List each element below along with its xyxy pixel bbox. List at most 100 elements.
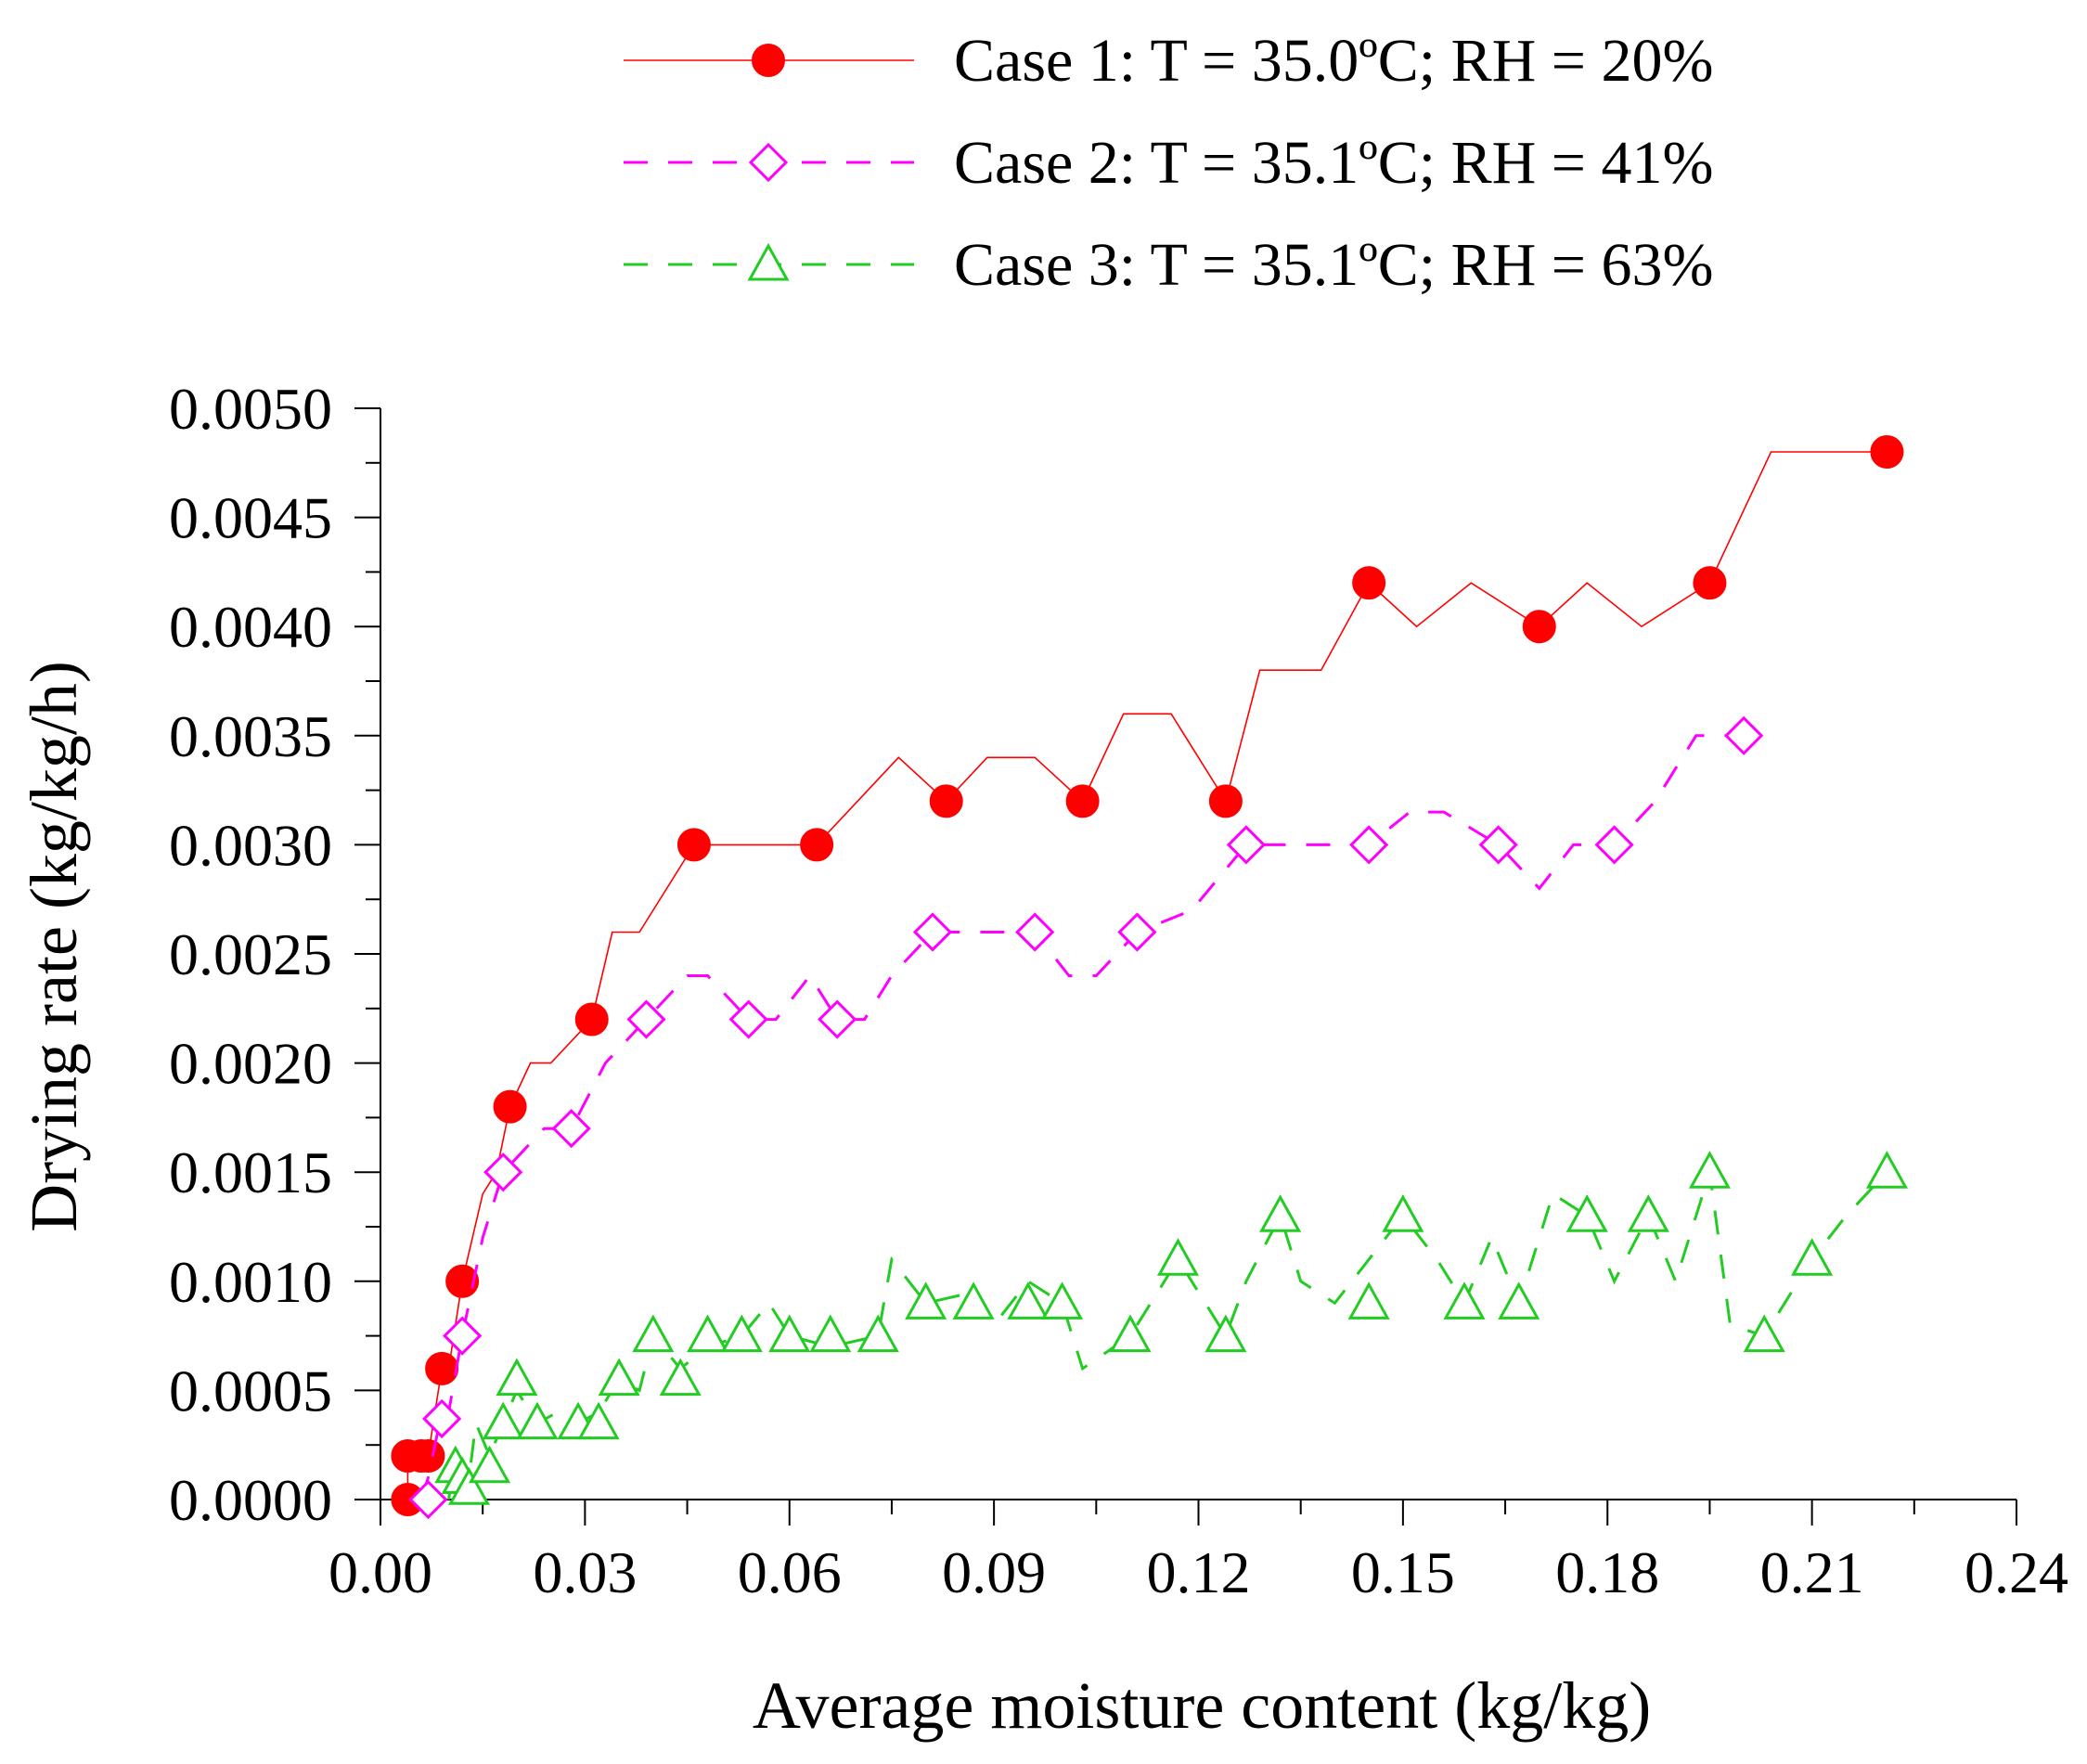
y-tick-label: 0.0045 [169, 485, 332, 551]
legend-label: Case 1: T = 35.0ºC; RH = 20% [954, 27, 1714, 95]
legend-marker [747, 242, 790, 281]
series-line [419, 734, 1745, 1500]
data-point-triangle [720, 1314, 763, 1353]
data-point-triangle [1565, 1194, 1608, 1232]
data-point-diamond [1117, 912, 1157, 952]
legend-entry-3: Case 3: T = 35.1ºC; RH = 63% [624, 231, 1714, 299]
x-tick-label: 0.12 [1147, 1539, 1251, 1605]
data-point-triangle [1743, 1314, 1785, 1353]
data-point-diamond [1226, 825, 1267, 865]
y-tick-label: 0.0020 [169, 1031, 332, 1097]
data-point-diamond [1015, 912, 1055, 952]
data-point-triangle [1498, 1281, 1540, 1320]
data-point-triangle [516, 1401, 559, 1440]
data-point-triangle [447, 1467, 491, 1505]
data-point-triangle [659, 1358, 702, 1397]
data-point-triangle [952, 1281, 995, 1320]
data-point-triangle [632, 1314, 675, 1353]
data-point-triangle [809, 1314, 852, 1353]
legend-marker [748, 142, 789, 183]
data-point-diamond [912, 912, 953, 952]
y-tick-label: 0.0050 [169, 376, 332, 442]
y-tick-label: 0.0010 [169, 1249, 332, 1315]
x-tick-label: 0.09 [942, 1539, 1046, 1605]
data-point-triangle [598, 1358, 640, 1397]
data-point-diamond [818, 999, 857, 1039]
data-point-triangle [468, 1445, 511, 1484]
x-tick-label: 0.24 [1965, 1539, 2068, 1605]
legend-label: Case 3: T = 35.1ºC; RH = 63% [954, 231, 1714, 299]
y-axis-label: Drying rate (kg/kg/h) [17, 661, 91, 1232]
legend: Case 1: T = 35.0ºC; RH = 20% Case 2: T = … [624, 27, 1714, 299]
legend-entry-2: Case 2: T = 35.1ºC; RH = 41% [624, 129, 1714, 197]
data-point-triangle [687, 1314, 729, 1353]
y-tick-label: 0.0030 [169, 812, 332, 878]
data-point-circle [411, 1438, 445, 1473]
data-point-triangle [857, 1314, 899, 1353]
x-tick-label: 0.15 [1351, 1539, 1455, 1605]
data-point-diamond [551, 1109, 591, 1149]
x-tick-label: 0.06 [738, 1539, 842, 1605]
data-point-triangle [905, 1281, 947, 1320]
x-tick-label: 0.18 [1555, 1539, 1659, 1605]
data-point-circle [425, 1351, 459, 1385]
data-point-triangle [496, 1358, 538, 1397]
data-point-diamond [408, 1479, 448, 1520]
data-point-diamond [443, 1316, 483, 1356]
data-point-circle [800, 828, 834, 862]
data-point-triangle [1007, 1281, 1050, 1320]
data-point-circle [1208, 784, 1243, 818]
data-point-diamond [1594, 825, 1634, 865]
data-point-circle [929, 784, 963, 818]
y-tick-label: 0.0000 [169, 1467, 332, 1533]
data-point-diamond [1724, 715, 1764, 755]
x-axis-label: Average moisture content (kg/kg) [753, 1668, 1651, 1743]
data-point-triangle [1109, 1314, 1152, 1353]
data-point-triangle [1259, 1194, 1302, 1232]
y-tick-label: 0.0040 [169, 594, 332, 660]
data-point-triangle [1791, 1238, 1834, 1276]
legend-label: Case 2: T = 35.1ºC; RH = 41% [954, 129, 1714, 197]
y-tick-label: 0.0025 [169, 921, 332, 987]
series-line [406, 451, 1887, 1500]
x-tick-label: 0.21 [1760, 1539, 1864, 1605]
data-point-triangle [1627, 1194, 1669, 1232]
x-tick-label: 0.03 [533, 1539, 637, 1605]
data-point-triangle [1443, 1281, 1486, 1320]
data-point-triangle [1205, 1314, 1247, 1353]
y-tick-label: 0.0005 [169, 1358, 332, 1423]
data-point-circle [1522, 610, 1556, 644]
data-point-triangle [577, 1401, 620, 1440]
series-3 [434, 1151, 1908, 1505]
data-point-diamond [1349, 825, 1389, 865]
series-1 [391, 435, 1904, 1516]
data-point-diamond [626, 999, 666, 1039]
data-point-triangle [1382, 1194, 1424, 1232]
data-point-triangle [1347, 1281, 1390, 1320]
data-point-diamond [1478, 825, 1518, 865]
data-point-circle [1065, 784, 1100, 818]
y-tick-label: 0.0035 [169, 703, 332, 769]
data-point-circle [574, 1002, 609, 1037]
axes: 0.0000 0.0005 0.0010 0.0015 0.0020 0.0025 0.00… [169, 376, 2068, 1605]
x-tick-label: 0.00 [329, 1539, 432, 1605]
data-point-circle [1352, 566, 1386, 600]
data-point-diamond [421, 1398, 462, 1439]
data-point-diamond [483, 1152, 523, 1192]
data-point-triangle [1865, 1151, 1908, 1189]
data-point-circle [493, 1089, 527, 1124]
data-point-triangle [1688, 1151, 1731, 1189]
series-2 [408, 715, 1764, 1520]
data-point-triangle [1041, 1281, 1084, 1320]
data-point-circle [1693, 566, 1727, 600]
plot-area [391, 435, 1908, 1520]
data-point-circle [676, 828, 711, 862]
legend-marker [752, 44, 785, 77]
data-point-triangle [482, 1401, 524, 1440]
data-point-diamond [728, 999, 768, 1039]
data-point-triangle [1156, 1238, 1200, 1276]
y-tick-label: 0.0015 [169, 1140, 332, 1205]
data-point-circle [445, 1264, 480, 1298]
series-line [447, 1171, 1888, 1500]
